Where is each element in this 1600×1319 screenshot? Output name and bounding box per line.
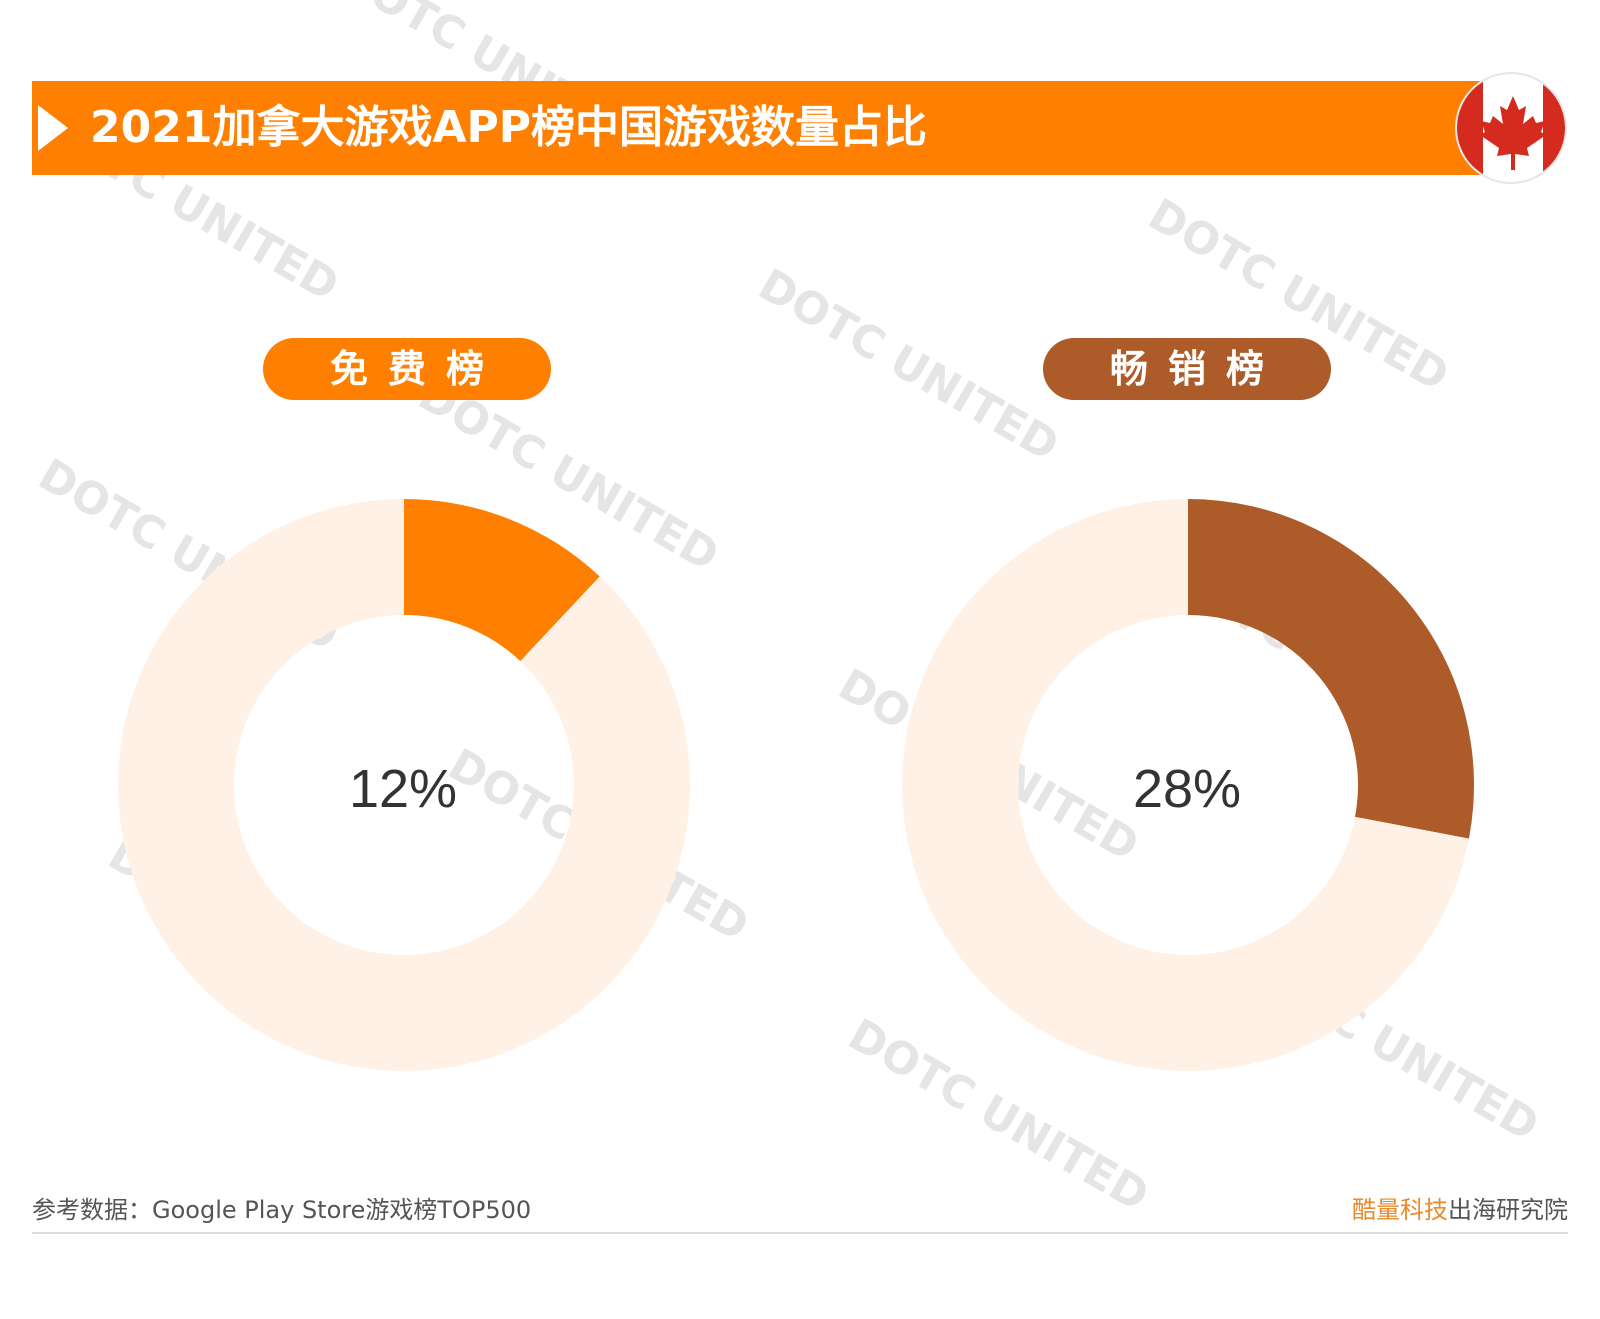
grossing-chart-label: 畅销榜 bbox=[1043, 338, 1331, 400]
brand-rest: 出海研究院 bbox=[1448, 1196, 1568, 1224]
free-donut-chart bbox=[118, 499, 691, 1071]
free-percent-label: 12% bbox=[348, 759, 458, 819]
page-title: 2021加拿大游戏APP榜中国游戏数量占比 bbox=[90, 102, 928, 153]
free-chart-label: 免费榜 bbox=[263, 338, 551, 400]
title-bar: 2021加拿大游戏APP榜中国游戏数量占比 bbox=[32, 81, 1522, 175]
play-arrow-icon bbox=[38, 105, 68, 151]
donut-slice-other bbox=[118, 499, 691, 1071]
grossing-donut-chart bbox=[902, 499, 1474, 1071]
canada-flag-icon bbox=[1455, 72, 1567, 184]
donut-slice-china-games bbox=[1188, 499, 1474, 839]
source-note: 参考数据：Google Play Store游戏榜TOP500 bbox=[32, 1196, 532, 1224]
donut-slice-other bbox=[902, 499, 1469, 1071]
footer-divider bbox=[32, 1232, 1568, 1234]
grossing-percent-label: 28% bbox=[1132, 759, 1242, 819]
donut-slice-china-games bbox=[404, 499, 600, 662]
watermark: DOTC UNITED bbox=[749, 259, 1068, 472]
brand-highlight: 酷量科技 bbox=[1352, 1196, 1448, 1224]
brand-credit: 酷量科技出海研究院 bbox=[1352, 1190, 1568, 1225]
